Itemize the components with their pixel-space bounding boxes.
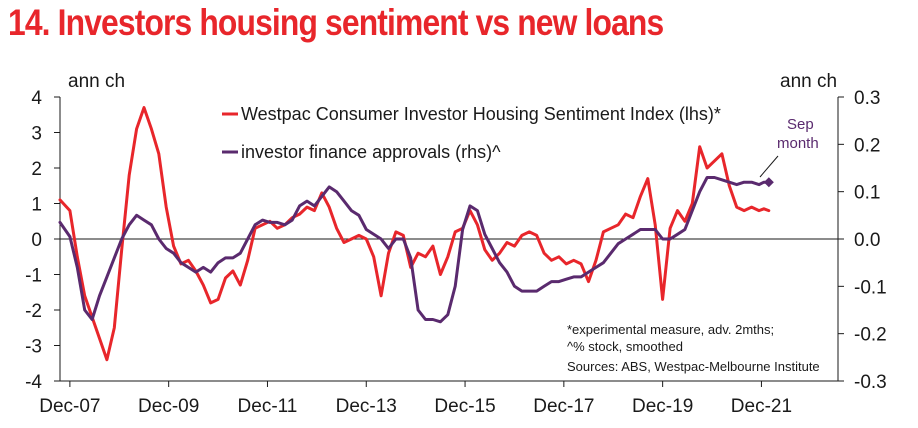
annotation-month: month (777, 135, 819, 152)
left-tick-label: 1 (31, 195, 42, 216)
x-tick-label: Dec-09 (138, 396, 199, 417)
note-experimental: *experimental measure, adv. 2mths; (567, 322, 774, 337)
page-title: 14. Investors housing sentiment vs new l… (8, 2, 664, 43)
left-tick-label: 0 (31, 230, 42, 251)
left-axis-label: ann ch (68, 71, 125, 92)
x-tick-label: Dec-19 (632, 396, 693, 417)
left-tick-label: -2 (25, 301, 42, 322)
x-tick-label: Dec-07 (39, 396, 100, 417)
chart-series (58, 106, 774, 362)
left-tick-label: 4 (31, 88, 42, 109)
legend-label-sentiment: Westpac Consumer Investor Housing Sentim… (241, 104, 721, 124)
left-tick-label: 2 (31, 159, 42, 180)
left-tick-label: -3 (25, 337, 42, 358)
series-line-finance (58, 176, 771, 324)
sep-month-marker (763, 177, 774, 188)
legend-label-finance: investor finance approvals (rhs)^ (241, 142, 501, 162)
x-tick-label: Dec-17 (533, 396, 594, 417)
note-sources: Sources: ABS, Westpac-Melbourne Institut… (567, 359, 820, 374)
chart-axes: 4 3 2 1 0 -1 -2 -3 -4 0.3 0.2 0.1 0.0 -0.1 -0.2 -0.3 Dec… (25, 88, 887, 417)
x-tick-label: Dec-11 (238, 396, 298, 417)
right-tick-label: 0.3 (854, 88, 880, 109)
right-tick-label: 0.2 (854, 135, 880, 156)
right-tick-label: -0.2 (854, 325, 887, 346)
x-tick-label: Dec-13 (336, 396, 397, 417)
left-tick-label: -1 (25, 266, 42, 287)
annotation-pointer (759, 155, 779, 178)
left-tick-label: 3 (31, 124, 42, 145)
right-tick-label: -0.3 (854, 372, 887, 393)
annotation-sep: Sep (787, 116, 814, 133)
right-tick-label: 0.1 (854, 183, 880, 204)
right-tick-label: -0.1 (854, 277, 887, 298)
note-stock: ^% stock, smoothed (567, 339, 683, 354)
x-tick-label: Dec-21 (731, 396, 792, 417)
x-tick-label: Dec-15 (434, 396, 495, 417)
right-tick-label: 0.0 (854, 230, 880, 251)
left-tick-label: -4 (25, 372, 42, 393)
right-axis-label: ann ch (780, 71, 837, 92)
